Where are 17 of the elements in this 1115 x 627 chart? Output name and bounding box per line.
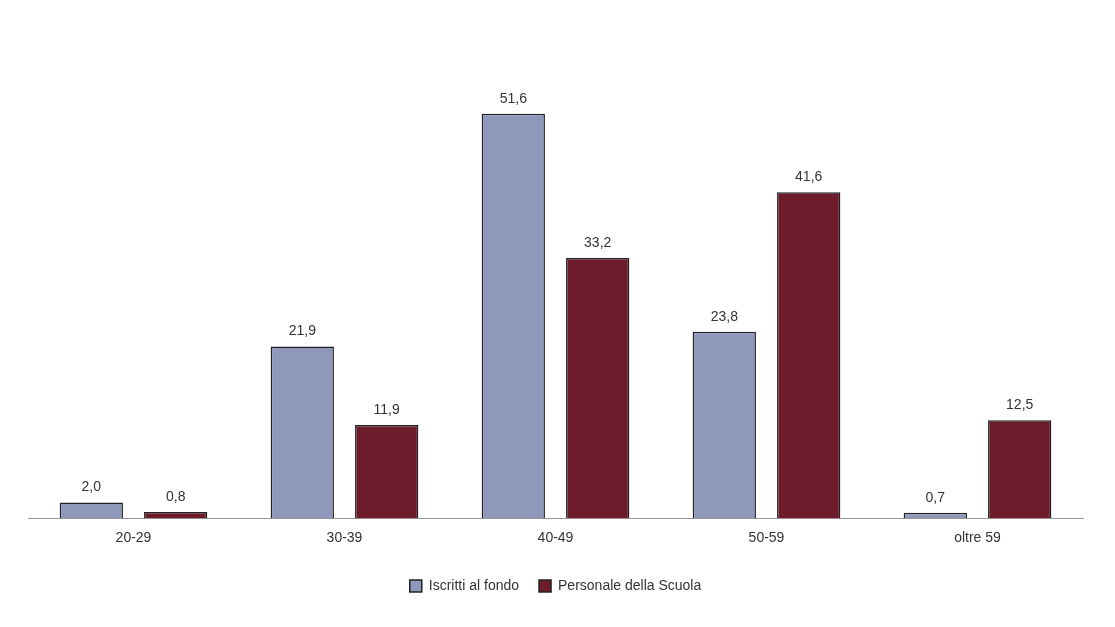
legend-label: Personale della Scuola	[558, 576, 702, 593]
data-label: 12,5	[1006, 396, 1034, 413]
data-label: 41,6	[795, 168, 823, 185]
x-tick-label: oltre 59	[954, 529, 1002, 546]
data-label: 0,7	[925, 488, 946, 505]
data-label: 21,9	[288, 322, 317, 339]
data-label: 23,8	[710, 307, 739, 324]
x-tick-label: 30-39	[326, 529, 363, 546]
data-label: 0,8	[165, 487, 186, 504]
x-tick-label: 20-29	[115, 529, 152, 546]
data-label: 2,0	[81, 478, 102, 495]
data-label: 51,6	[499, 89, 528, 106]
data-label: 33,2	[584, 233, 612, 250]
legend-label: Iscritti al fondo	[428, 576, 520, 593]
x-tick-label: 40-49	[537, 529, 574, 546]
data-label: 11,9	[373, 400, 401, 417]
x-tick-label: 50-59	[748, 529, 785, 546]
